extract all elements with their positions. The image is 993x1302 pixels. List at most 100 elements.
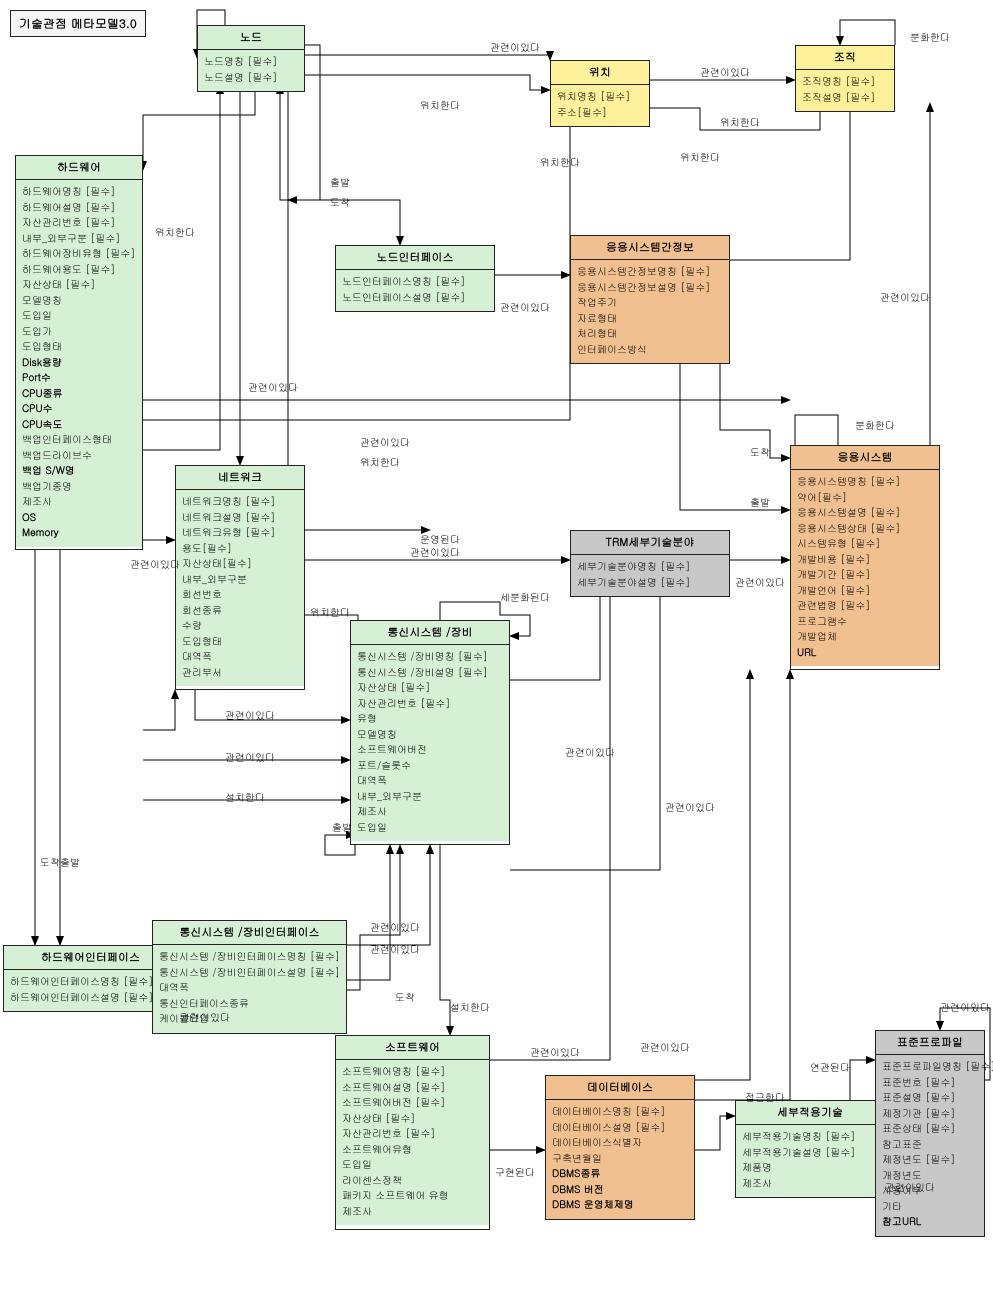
edge-label: 관련이있다 bbox=[370, 942, 420, 956]
attr: 자산상태 [필수] bbox=[22, 277, 136, 293]
attr: 수량 bbox=[182, 618, 298, 634]
attr: 통신시스템 /장비명칭 [필수] bbox=[357, 649, 503, 665]
attr: 하드웨어장비유형 [필수] bbox=[22, 246, 136, 262]
entity-profile: 표준프로파일표준프로파일명칭 [필수]표준번호 [필수]표준설명 [필수]제정기… bbox=[875, 1030, 985, 1237]
attr: 통신시스템 /장비설명 [필수] bbox=[357, 665, 503, 681]
edge-label: 관련이있다 bbox=[490, 40, 540, 54]
attr: 백업드라이브수 bbox=[22, 448, 136, 464]
edge bbox=[440, 845, 450, 1035]
attr: 대역폭 bbox=[182, 649, 298, 665]
entity-tech-body: 세부적용기술명칭 [필수]세부적용기술설명 [필수]제품명제조사 bbox=[736, 1125, 884, 1197]
attr: 유형 bbox=[357, 711, 503, 727]
attr: 약어[필수] bbox=[797, 490, 933, 506]
entity-net: 네트워크네트워크명칭 [필수]네트워크설명 [필수]네트워크유형 [필수]용도[… bbox=[175, 465, 305, 690]
entity-appinfo-body: 응용시스템간정보명칭 [필수]응용시스템간정보설명 [필수]작업주기자료형태처리… bbox=[571, 260, 729, 363]
entity-app: 응용시스템응용시스템명칭 [필수]약어[필수]응용시스템설명 [필수]응용시스템… bbox=[790, 445, 940, 670]
entity-org-body: 조직명칭 [필수]조직설명 [필수] bbox=[796, 70, 894, 111]
attr: 하드웨어용도 [필수] bbox=[22, 262, 136, 278]
edge bbox=[288, 200, 400, 245]
edge-label: 위치한다 bbox=[155, 225, 195, 239]
attr: DBMS 버전 bbox=[552, 1182, 688, 1198]
attr: CPU속도 bbox=[22, 417, 136, 433]
edge bbox=[730, 103, 850, 260]
attr: 응용시스템설명 [필수] bbox=[797, 505, 933, 521]
attr: 제정기관 [필수] bbox=[882, 1106, 978, 1122]
attr: 자산관리번호 [필수] bbox=[342, 1126, 483, 1142]
edge-label: 위치한다 bbox=[420, 98, 460, 112]
attr: 통신인터페이스종류 bbox=[159, 996, 340, 1012]
attr: 내부_외부구분 [필수] bbox=[22, 231, 136, 247]
attr: 노드명칭 [필수] bbox=[204, 54, 298, 70]
entity-db: 데이터베이스데이터베이스명칭 [필수]데이터베이스설명 [필수]데이터베이스식별… bbox=[545, 1075, 695, 1220]
edge-label: 관련이있다 bbox=[880, 290, 930, 304]
edge-label: 연관된다 bbox=[810, 1060, 850, 1074]
entity-trm-body: 세부기술분야명칭 [필수]세부기술분야설명 [필수] bbox=[571, 555, 729, 596]
attr: 처리형태 bbox=[577, 326, 723, 342]
attr: 소프트웨어버전 bbox=[357, 742, 503, 758]
attr: 하드웨어인터페이스설명 [필수] bbox=[10, 990, 171, 1006]
edge-label: 관련이있다 bbox=[248, 380, 298, 394]
entity-sw-title: 소프트웨어 bbox=[336, 1036, 489, 1060]
attr: 표준프로파일명칭 [필수] bbox=[882, 1059, 978, 1075]
attr: 제조사 bbox=[22, 494, 136, 510]
entity-profile-title: 표준프로파일 bbox=[876, 1031, 984, 1055]
attr: 하드웨어명칭 [필수] bbox=[22, 184, 136, 200]
entity-trm: TRM세부기술분야세부기술분야명칭 [필수]세부기술분야설명 [필수] bbox=[570, 530, 730, 597]
attr: 자산관리번호 [필수] bbox=[357, 696, 503, 712]
edge bbox=[143, 85, 255, 170]
entity-tech: 세부적용기술세부적용기술명칭 [필수]세부적용기술설명 [필수]제품명제조사 bbox=[735, 1100, 885, 1198]
attr: 작업주기 bbox=[577, 295, 723, 311]
attr: 주소[필수] bbox=[557, 105, 643, 121]
attr: 사용여부 bbox=[882, 1183, 978, 1199]
attr: 세부기술분야설명 [필수] bbox=[577, 575, 723, 591]
attr: 백업인터페이스형태 bbox=[22, 432, 136, 448]
attr: 인터페이스방식 bbox=[577, 342, 723, 358]
attr: 데이터베이스식별자 bbox=[552, 1135, 688, 1151]
edge-label: 관련이있다 bbox=[665, 800, 715, 814]
edge-label: 관련이있다 bbox=[940, 1000, 990, 1014]
entity-hw-title: 하드웨어 bbox=[16, 156, 142, 180]
edge bbox=[695, 670, 790, 1100]
edge-label: 출발 bbox=[750, 495, 770, 509]
attr: 제조사 bbox=[742, 1176, 878, 1192]
attr: 하드웨어설명 [필수] bbox=[22, 200, 136, 216]
attr: 응용시스템명칭 [필수] bbox=[797, 474, 933, 490]
edge-label: 도착 bbox=[395, 990, 415, 1004]
attr: 관리부서 bbox=[182, 665, 298, 681]
entity-nodeif: 노드인터페이스노드인터페이스명칭 [필수]노드인터페이스설명 [필수] bbox=[335, 245, 495, 312]
attr: 표준상태 [필수] bbox=[882, 1121, 978, 1137]
attr: 소프트웨어버전 [필수] bbox=[342, 1095, 483, 1111]
edge-label: 위치한다 bbox=[310, 605, 350, 619]
attr: 도입가 bbox=[22, 324, 136, 340]
entity-node-title: 노드 bbox=[198, 26, 304, 50]
edge bbox=[695, 670, 750, 1080]
attr: 응용시스템상태 [필수] bbox=[797, 521, 933, 537]
attr: 소프트웨어설명 [필수] bbox=[342, 1080, 483, 1096]
entity-comm-body: 통신시스템 /장비명칭 [필수]통신시스템 /장비설명 [필수]자산상태 [필수… bbox=[351, 645, 509, 841]
attr: 개발언어 [필수] bbox=[797, 583, 933, 599]
edge bbox=[195, 690, 350, 720]
edge-label: 세분화된다 bbox=[500, 590, 550, 604]
attr: DBMS 운영체제명 bbox=[552, 1197, 688, 1213]
attr: 내부_외부구분 bbox=[357, 789, 503, 805]
attr: 데이터베이스설명 [필수] bbox=[552, 1120, 688, 1136]
entity-org: 조직조직명칭 [필수]조직설명 [필수] bbox=[795, 45, 895, 112]
attr: 제정년도 [필수] bbox=[882, 1152, 978, 1168]
entity-tech-title: 세부적용기술 bbox=[736, 1101, 884, 1125]
entity-sw: 소프트웨어소프트웨어명칭 [필수]소프트웨어설명 [필수]소프트웨어버전 [필수… bbox=[335, 1035, 490, 1230]
edge bbox=[850, 1060, 875, 1100]
edge bbox=[347, 845, 400, 990]
entity-comm-title: 통신시스템 /장비 bbox=[351, 621, 509, 645]
entity-trm-title: TRM세부기술분야 bbox=[571, 531, 729, 555]
entity-nodeif-body: 노드인터페이스명칭 [필수]노드인터페이스설명 [필수] bbox=[336, 270, 494, 311]
edge-label: 설치한다 bbox=[225, 790, 265, 804]
attr: OS bbox=[22, 510, 136, 526]
attr: 네트워크설명 [필수] bbox=[182, 510, 298, 526]
attr: 참고표준 bbox=[882, 1137, 978, 1153]
edge-label: 관련이있다 bbox=[735, 575, 785, 589]
attr: 케이블타입 bbox=[159, 1011, 340, 1027]
entity-org-title: 조직 bbox=[796, 46, 894, 70]
edge bbox=[695, 1116, 735, 1150]
attr: 백업 S/W명 bbox=[22, 463, 136, 479]
entity-hw-body: 하드웨어명칭 [필수]하드웨어설명 [필수]자산관리번호 [필수]내부_외부구분… bbox=[16, 180, 142, 547]
